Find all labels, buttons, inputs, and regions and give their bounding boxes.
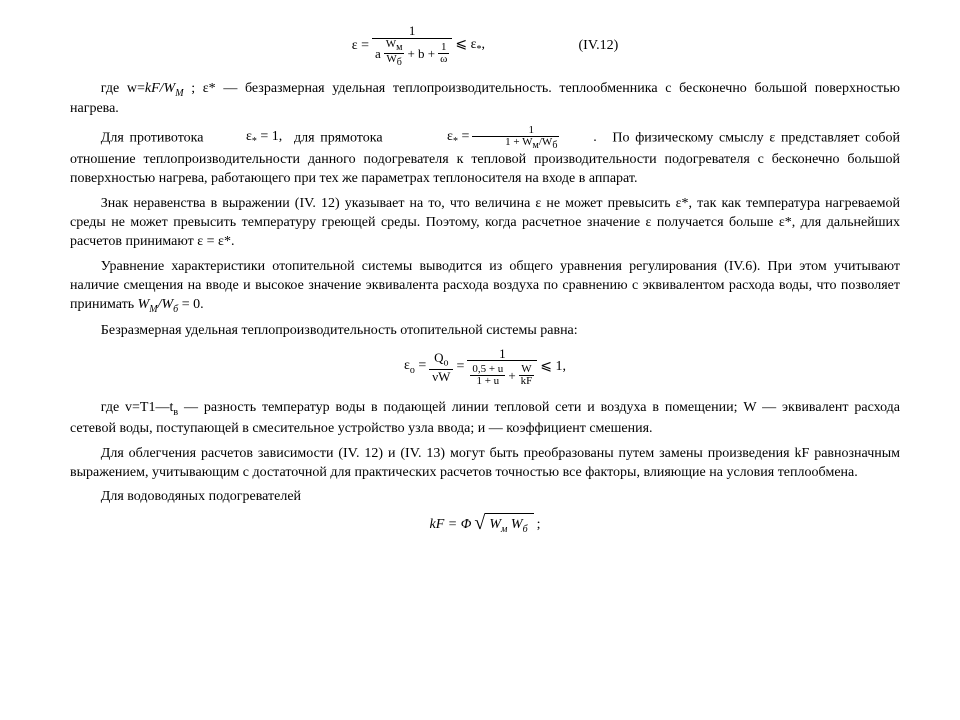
eq-lhs: ε = bbox=[352, 37, 369, 56]
para-6: где v=T1—tв — разность температур воды в… bbox=[70, 399, 900, 438]
para-2: Для противотока ε* = 1, для прямотока ε*… bbox=[70, 125, 900, 189]
document-page: ε = 1 a Wм Wб + b + 1 ω bbox=[0, 0, 960, 569]
para-7: Для облегчения расчетов зависимости (IV.… bbox=[70, 445, 900, 483]
para-4: Уравнение характеристики отопительной си… bbox=[70, 258, 900, 316]
eq-rhs: ⩽ ε*, bbox=[455, 36, 485, 56]
para-5: Безразмерная удельная теплопроизводитель… bbox=[70, 322, 900, 341]
sqrt-icon: √ Wм Wб bbox=[474, 513, 533, 536]
inline-eq-2: ε* = 1 1 + Wм/Wб . bbox=[416, 125, 596, 151]
formula-epsilon-o: εо = Qо νW = 1 0,5 + u 1 + u + W bbox=[70, 347, 900, 388]
formula-iv-12: ε = 1 a Wм Wб + b + 1 ω bbox=[70, 24, 900, 68]
para-8: Для водоводяных подогревателей bbox=[70, 488, 900, 507]
para-1: где w=kF/WM ; ε* — безразмерная удельная… bbox=[70, 80, 900, 119]
para-3: Знак неравенства в выражении (IV. 12) ук… bbox=[70, 195, 900, 252]
inline-eq-1: ε* = 1, bbox=[215, 128, 282, 148]
eq-main-frac: 1 a Wм Wб + b + 1 ω bbox=[372, 24, 452, 68]
eq-number: (IV.12) bbox=[579, 37, 619, 56]
formula-kf: kF = Φ √ Wм Wб ; bbox=[70, 513, 900, 536]
